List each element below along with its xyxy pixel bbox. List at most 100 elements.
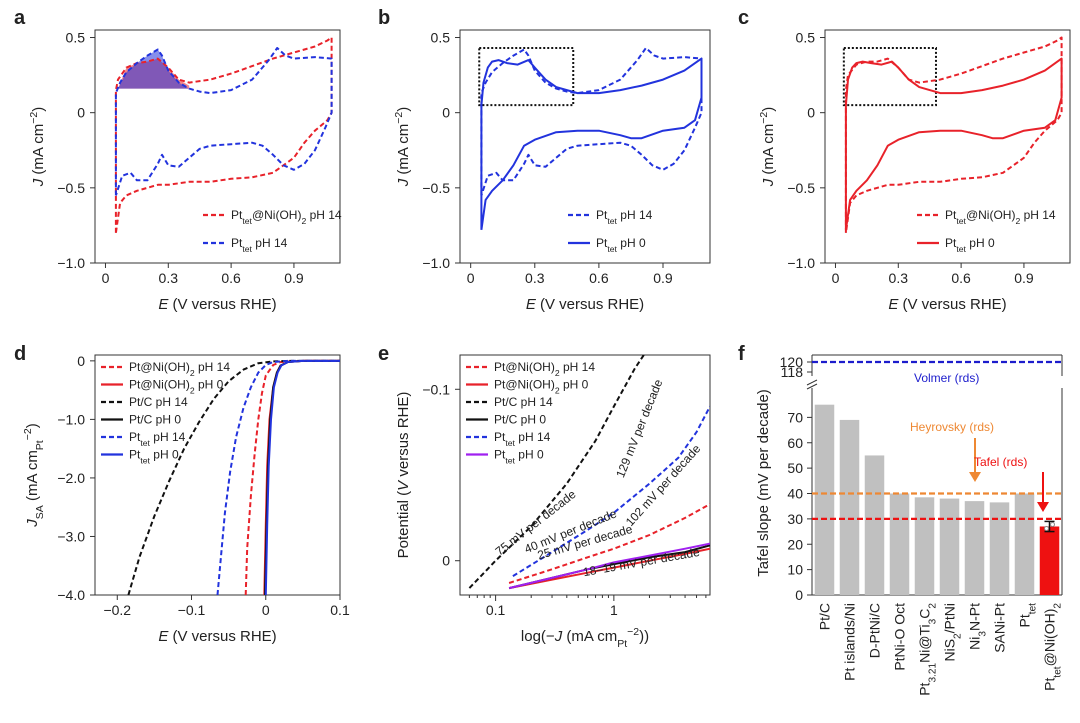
subscript: tet <box>1027 603 1038 614</box>
label-part: PtNi-O Oct <box>892 603 908 671</box>
x-tick-label: 0.9 <box>653 270 673 286</box>
label-part: pH 14 <box>252 236 288 250</box>
legend-label: Pttet pH 0 <box>494 448 544 466</box>
x-tick-label: 0.1 <box>330 602 350 618</box>
y-axis-label: Tafel slope (mV per decade) <box>755 389 772 577</box>
series-line-d-5 <box>264 359 340 596</box>
arrowhead-heyrovsky <box>969 472 981 482</box>
legend-label: Pt@Ni(OH)2 pH 0 <box>494 378 589 396</box>
category-label: Ni3N-Pt <box>967 603 989 650</box>
series-line-d-2 <box>127 359 340 596</box>
axis-text: J <box>24 519 41 528</box>
y-tick-label: 70 <box>787 409 803 425</box>
label-part: Pt@Ni(OH) <box>129 360 190 374</box>
bar <box>814 404 835 595</box>
subscript: 2 <box>1015 216 1020 226</box>
subscript: tet <box>505 438 515 448</box>
x-tick-label: 0 <box>467 270 475 286</box>
subscript: 2 <box>555 386 560 396</box>
x-tick-label: 0 <box>832 270 840 286</box>
y-tick-label: 20 <box>787 536 803 552</box>
label-part: Pt <box>1042 677 1058 690</box>
x-tick-label: −0.2 <box>103 602 131 618</box>
category-label: SANi-Pt <box>992 603 1008 653</box>
series-line-c-1 <box>844 57 1063 231</box>
label-part: C <box>917 609 933 619</box>
series-line-b-0 <box>480 47 703 196</box>
label-part: Pt <box>494 448 506 462</box>
category-label: NiS2/PtNi <box>942 603 964 662</box>
x-axis-label: E (V versus RHE) <box>158 296 276 313</box>
reference-label-volmer: Volmer (rds) <box>914 371 979 385</box>
label-part: Pt <box>231 208 243 222</box>
axis-text: (V versus RHE) <box>168 296 276 313</box>
axis-text: log(− <box>521 628 555 645</box>
x-tick-label: 0.9 <box>1014 270 1034 286</box>
axis-text: Pt <box>617 638 627 650</box>
axis-text: (V versus RHE) <box>898 296 1006 313</box>
y-tick-label: −1.0 <box>787 255 815 271</box>
bar <box>1039 526 1060 595</box>
series-line-e-1 <box>508 547 710 590</box>
label-part: Pt <box>494 430 506 444</box>
reference-label-tafel: Tafel (rds) <box>974 455 1027 469</box>
series-line-d-3 <box>264 359 340 596</box>
label-part: pH 14 <box>560 360 596 374</box>
axis-text: (mA cm <box>562 628 617 645</box>
x-tick-label: 0.6 <box>589 270 609 286</box>
subscript: 2 <box>927 603 938 609</box>
subscript: 2 <box>555 368 560 378</box>
label-part: Pt/C pH 0 <box>129 413 181 427</box>
subscript: 3.21 <box>927 663 938 683</box>
legend-label: Pttet@Ni(OH)2 pH 14 <box>945 208 1056 226</box>
superscript: −2 <box>758 112 770 124</box>
label-part: @Ni(OH) <box>1042 609 1058 667</box>
subscript: tet <box>140 456 150 466</box>
series-line-e-5 <box>508 542 710 590</box>
label-part: pH 0 <box>150 448 179 462</box>
panel-label-f: f <box>738 343 745 365</box>
legend-label: Pt@Ni(OH)2 pH 0 <box>129 378 224 396</box>
x-tick-label: −0.1 <box>178 602 206 618</box>
x-tick-label: 0.3 <box>159 270 179 286</box>
axis-text: SA <box>34 505 46 519</box>
y-tick-label: 30 <box>787 511 803 527</box>
superscript: −2 <box>393 112 405 124</box>
y-axis-label: J (mA cm−2) <box>28 107 47 187</box>
y-axis-label: J (mA cm−2) <box>758 107 777 187</box>
label-part: Pt <box>917 682 933 695</box>
y-tick-label: −0.5 <box>57 180 85 196</box>
label-part: pH 14 <box>195 360 231 374</box>
series-line-d-0 <box>244 359 340 596</box>
axis-symbol: J <box>760 178 777 187</box>
category-label: D-PtNi/C <box>867 603 883 658</box>
axis-text: Potential ( <box>395 491 412 559</box>
shaded-area-blue <box>118 49 190 89</box>
bar <box>989 502 1010 595</box>
y-axis-label: J (mA cm−2) <box>393 107 412 187</box>
legend-label: Pttet pH 14 <box>231 236 288 254</box>
axis-text: (mA cm <box>760 124 777 179</box>
category-label: PtNi-O Oct <box>892 603 908 671</box>
subscript: 2 <box>1052 603 1063 609</box>
y-axis-label: JSA (mA cmPt−2) <box>22 423 46 527</box>
axes-frame-e <box>459 354 711 596</box>
superscript: −2 <box>28 112 40 124</box>
axis-symbol: E <box>888 296 899 313</box>
axis-text: −2 <box>22 428 34 440</box>
y-tick-label: −0.5 <box>787 180 815 196</box>
label-part: SANi-Pt <box>992 603 1008 653</box>
zoom-region-box <box>478 47 575 107</box>
bar <box>889 493 910 595</box>
axis-text: ) <box>395 107 412 112</box>
series-line-c-0 <box>844 36 1063 234</box>
y-tick-label: −2.0 <box>57 470 85 486</box>
panel-label-c: c <box>738 7 749 29</box>
x-tick-label: 0.3 <box>889 270 909 286</box>
label-part: Pt/C <box>817 603 833 630</box>
label-part: pH 0 <box>617 236 646 250</box>
x-tick-label: 0.6 <box>221 270 241 286</box>
label-part: pH 0 <box>560 378 589 392</box>
axis-text: ) <box>24 423 41 428</box>
